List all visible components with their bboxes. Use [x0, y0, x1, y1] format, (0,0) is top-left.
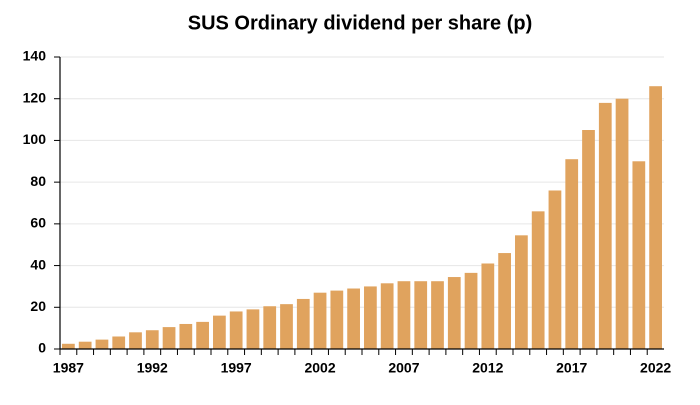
- y-tick-label: 20: [30, 298, 46, 314]
- y-tick-label: 100: [23, 131, 47, 147]
- bar: [330, 290, 344, 349]
- bar: [414, 281, 428, 349]
- bar: [447, 277, 461, 349]
- bar: [649, 86, 662, 349]
- bar: [431, 281, 444, 349]
- bar: [229, 311, 243, 349]
- bar: [565, 159, 579, 349]
- bar: [196, 321, 209, 349]
- bar: [531, 211, 545, 349]
- y-tick-label: 120: [23, 89, 47, 105]
- x-tick-label: 2022: [640, 360, 671, 376]
- bar: [548, 190, 562, 349]
- bar: [582, 130, 595, 349]
- bar: [397, 281, 411, 349]
- bar: [464, 272, 478, 349]
- bar: [179, 323, 193, 349]
- y-tick-label: 80: [30, 173, 46, 189]
- bar: [78, 341, 92, 349]
- bar: [498, 253, 511, 349]
- bar: [145, 330, 159, 349]
- bar: [296, 298, 310, 349]
- bar: [598, 102, 612, 349]
- x-tick-label: 2007: [388, 360, 419, 376]
- bar: [632, 161, 646, 349]
- bar: [615, 98, 629, 349]
- y-tick-label: 40: [30, 256, 46, 272]
- x-tick-label: 1997: [221, 360, 252, 376]
- bar: [246, 309, 260, 349]
- bar: [213, 315, 226, 349]
- bar: [280, 304, 293, 349]
- bar: [380, 283, 394, 349]
- bar: [162, 327, 176, 349]
- y-tick-label: 60: [30, 215, 46, 231]
- bar: [62, 343, 75, 349]
- bar: [481, 263, 495, 349]
- bar: [263, 306, 277, 349]
- chart-title: SUS Ordinary dividend per share (p): [188, 12, 533, 34]
- bar: [364, 286, 377, 349]
- x-tick-label: 2002: [304, 360, 335, 376]
- bar: [95, 339, 109, 349]
- y-tick-label: 140: [23, 48, 47, 64]
- bar: [347, 288, 360, 349]
- x-tick-label: 1987: [53, 360, 84, 376]
- bar: [515, 235, 528, 349]
- x-tick-label: 2012: [472, 360, 503, 376]
- bar: [313, 292, 327, 349]
- x-tick-label: 2017: [556, 360, 587, 376]
- bar: [129, 332, 142, 349]
- bar: [112, 336, 126, 349]
- y-tick-label: 0: [38, 340, 46, 356]
- x-tick-label: 1992: [137, 360, 168, 376]
